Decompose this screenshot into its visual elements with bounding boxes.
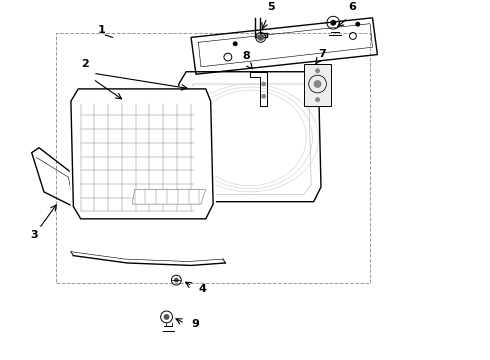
Circle shape <box>315 97 320 102</box>
Polygon shape <box>132 189 206 204</box>
Text: 4: 4 <box>198 284 206 294</box>
Text: 3: 3 <box>30 230 38 240</box>
Circle shape <box>261 82 266 86</box>
Text: 8: 8 <box>243 51 250 62</box>
Bar <box>56 32 370 283</box>
Text: 9: 9 <box>191 319 199 329</box>
Circle shape <box>261 94 266 99</box>
Text: 5: 5 <box>267 3 275 13</box>
Text: 1: 1 <box>98 24 106 35</box>
Text: 7: 7 <box>318 49 326 59</box>
Circle shape <box>257 34 264 41</box>
Circle shape <box>233 41 238 46</box>
Circle shape <box>315 68 320 73</box>
Circle shape <box>330 20 336 26</box>
Circle shape <box>355 22 360 27</box>
Circle shape <box>174 278 179 283</box>
Text: 6: 6 <box>348 3 356 13</box>
Circle shape <box>314 80 321 88</box>
Text: 2: 2 <box>81 59 89 69</box>
Polygon shape <box>71 89 213 219</box>
FancyBboxPatch shape <box>304 64 331 106</box>
Circle shape <box>164 314 170 320</box>
